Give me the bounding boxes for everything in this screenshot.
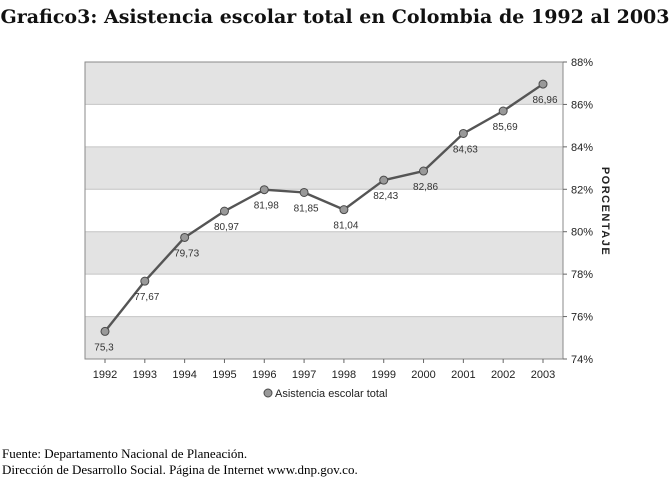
x-tick-label: 2000: [411, 369, 435, 381]
grid-band: [85, 189, 563, 232]
grid-band: [85, 316, 563, 359]
y-tick-label: 84%: [571, 142, 593, 154]
x-tick-label: 1995: [212, 369, 236, 381]
data-point: [219, 206, 229, 216]
data-point: [299, 187, 309, 197]
data-label: 82,86: [413, 182, 438, 193]
y-tick-label: 80%: [571, 227, 593, 239]
grid-band: [85, 62, 563, 105]
data-label: 86,96: [532, 95, 557, 106]
chart-title: Grafico3: Asistencia escolar total en Co…: [0, 6, 670, 28]
data-point: [339, 205, 349, 215]
y-tick-label: 78%: [571, 269, 593, 281]
x-tick-label: 1996: [252, 369, 276, 381]
data-label: 85,69: [493, 122, 518, 133]
grid-band: [85, 104, 563, 147]
data-point: [458, 128, 468, 138]
line-chart: 74% 76% 78% 80% 82% 84% 86% 88% PORCENTAJE 1992 19…: [84, 57, 611, 400]
data-label: 82,43: [373, 191, 398, 202]
x-tick-label: 1992: [93, 369, 117, 381]
data-label: 81,98: [254, 201, 279, 212]
source-note: Fuente: Departamento Nacional de Planeac…: [2, 446, 358, 478]
data-point: [259, 185, 269, 195]
data-label: 77,67: [134, 292, 159, 303]
source-line-2: Dirección de Desarrollo Social. Página d…: [2, 462, 358, 477]
plot-area-border: [84, 61, 564, 360]
x-tick-label: 1993: [133, 369, 157, 381]
data-point: [498, 106, 508, 116]
y-tick-label: 88%: [571, 57, 593, 69]
x-tick-label: 1998: [332, 369, 356, 381]
data-point: [379, 175, 389, 185]
series-line: [104, 83, 544, 333]
x-tick-label: 2002: [491, 369, 515, 381]
y-tick-label: 76%: [571, 312, 593, 324]
grid-band: [85, 274, 563, 317]
x-tick-label: 1994: [172, 369, 196, 381]
data-point: [419, 166, 429, 176]
grid-band: [85, 146, 563, 190]
x-tick-label: 2003: [531, 369, 555, 381]
data-point: [140, 276, 150, 286]
data-point: [100, 326, 110, 336]
x-tick-label: 1999: [371, 369, 395, 381]
data-label: 79,73: [174, 248, 199, 259]
y-tick-label: 74%: [571, 354, 593, 366]
data-point: [538, 79, 548, 89]
legend-label: Asistencia escolar total: [275, 388, 388, 400]
y-tick-label: 86%: [571, 99, 593, 111]
data-label: 84,63: [453, 144, 478, 155]
y-axis-title: PORCENTAJE: [599, 167, 611, 256]
data-label: 81,85: [294, 203, 319, 214]
y-tick-label: 82%: [571, 184, 593, 196]
data-label: 81,04: [333, 221, 358, 232]
data-point: [180, 232, 190, 242]
grid-band: [85, 231, 563, 275]
data-label: 75,3: [94, 342, 114, 353]
data-label: 80,97: [214, 222, 239, 233]
source-line-1: Fuente: Departamento Nacional de Planeac…: [2, 446, 248, 461]
x-tick-label: 2001: [451, 369, 475, 381]
x-tick-label: 1997: [292, 369, 316, 381]
legend-marker: [263, 388, 273, 398]
